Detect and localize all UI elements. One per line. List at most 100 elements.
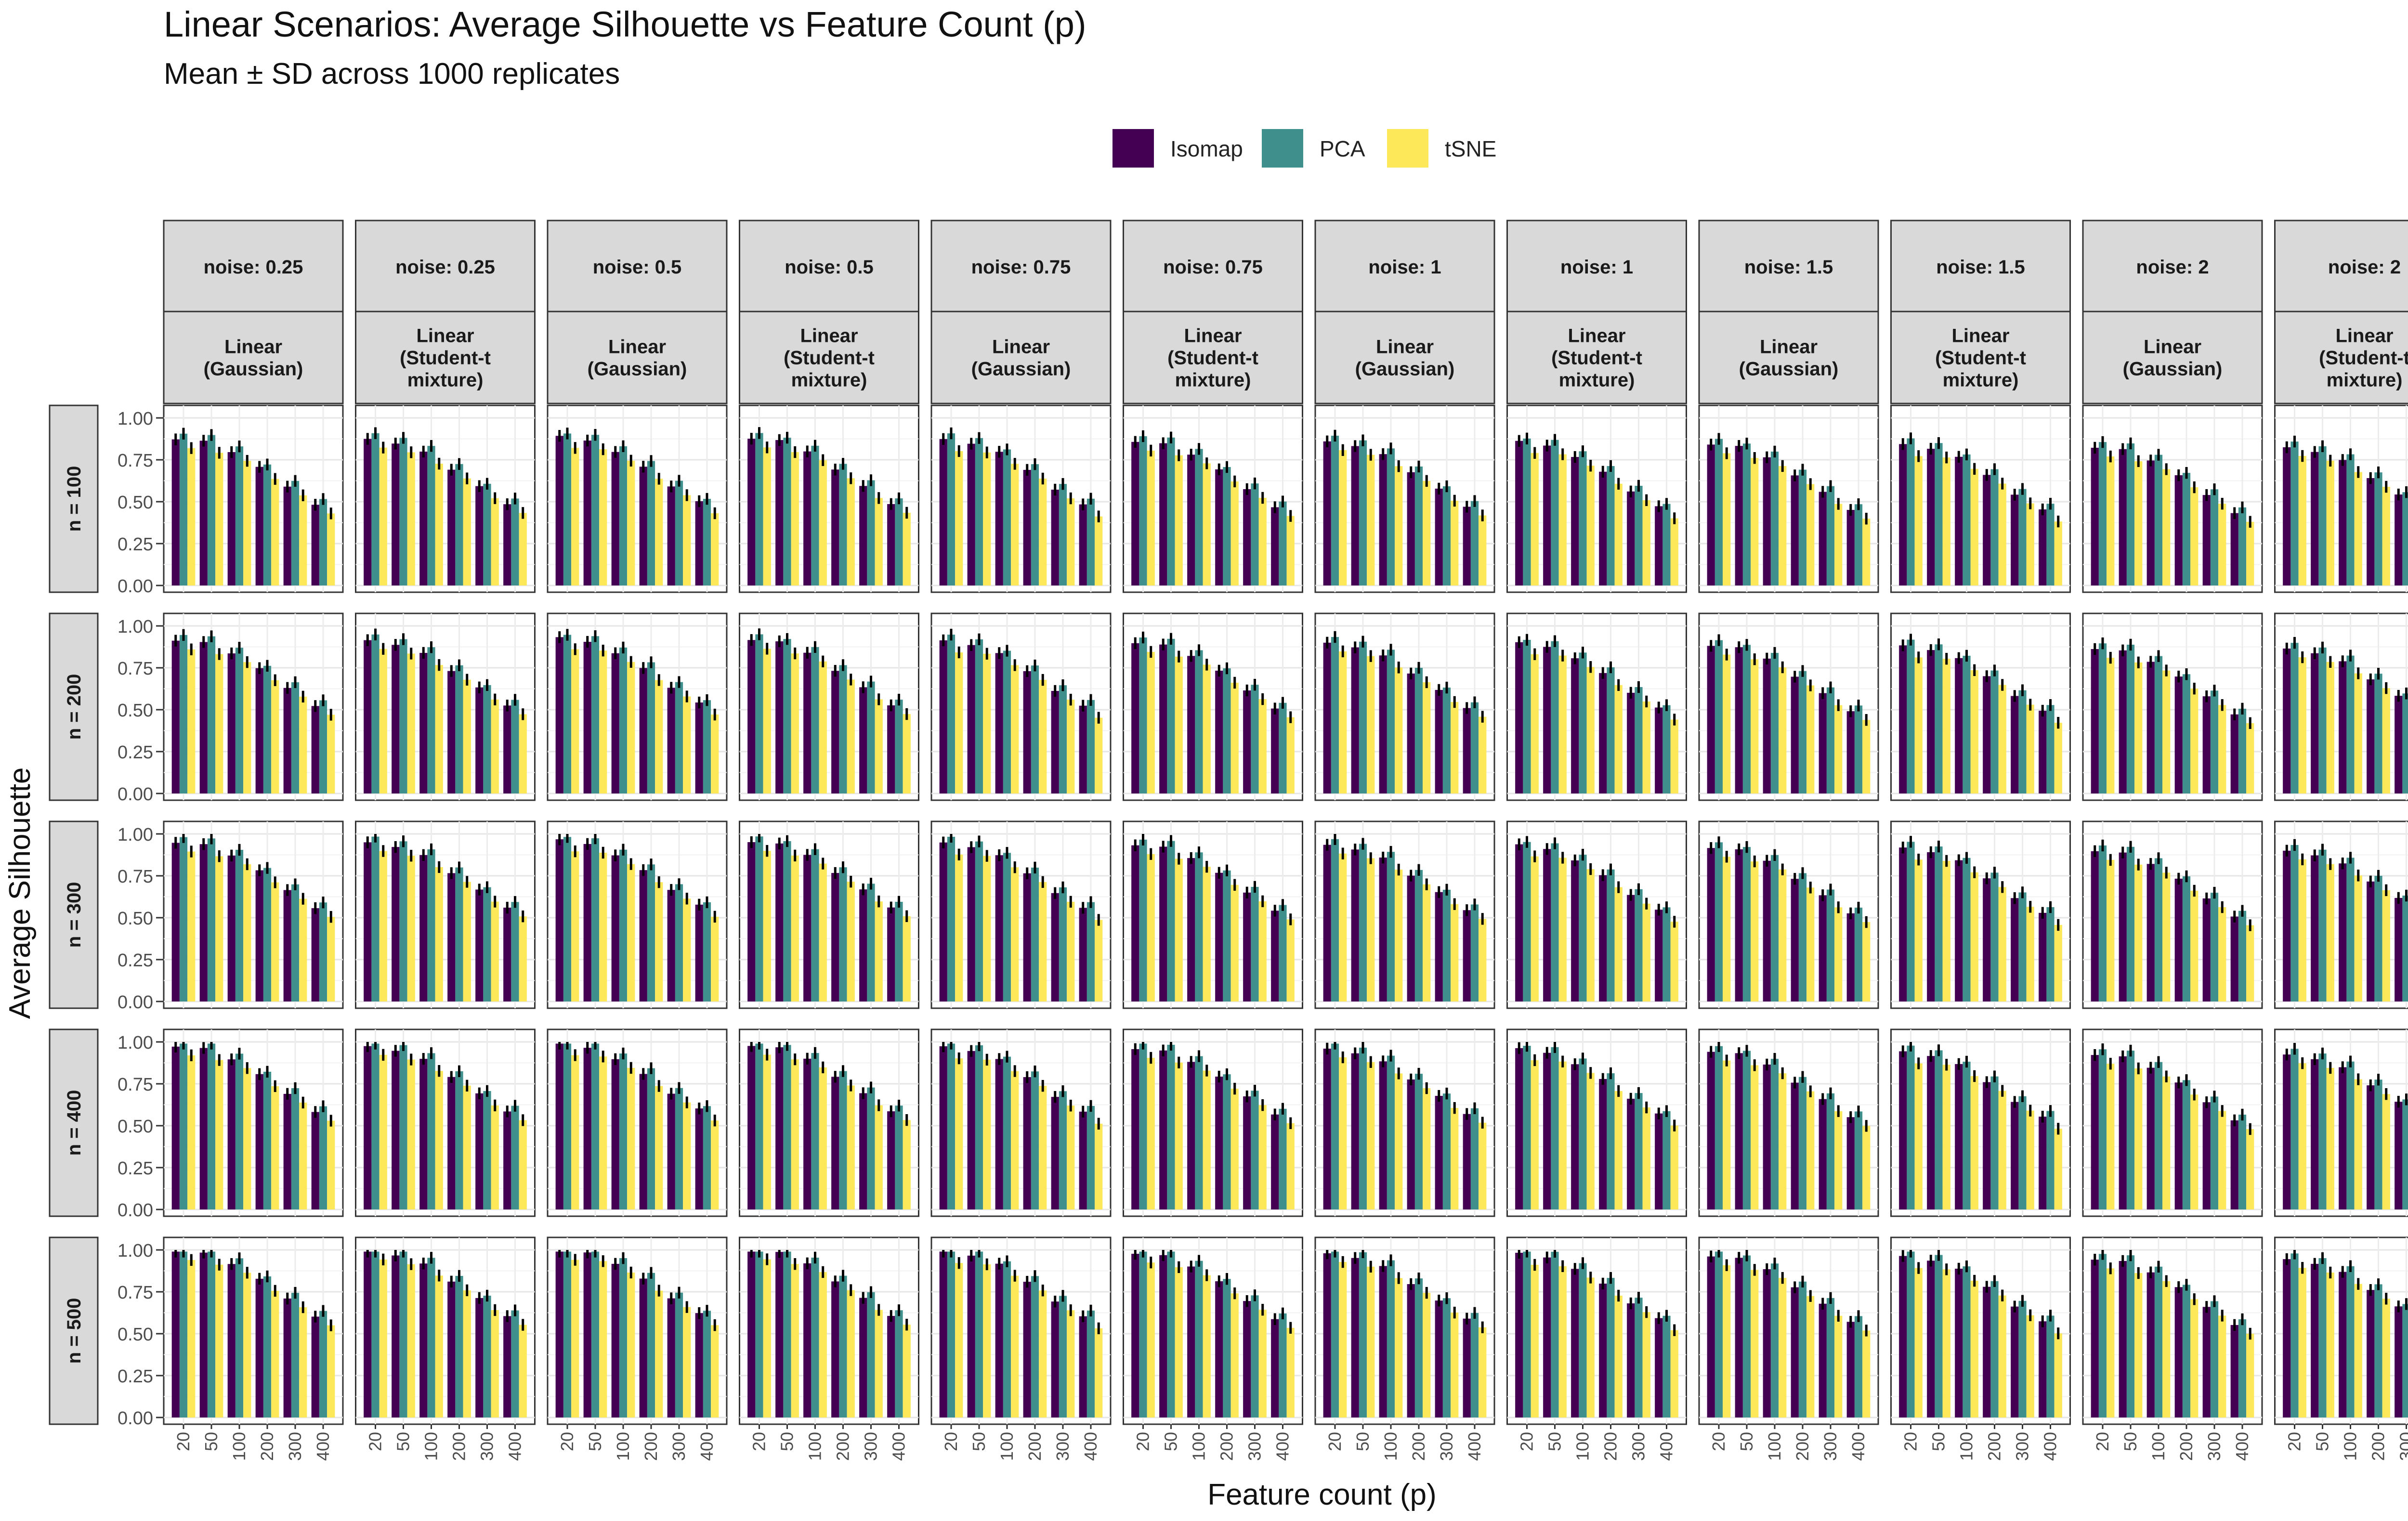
bar-pca: [675, 1292, 683, 1417]
bar-isomap: [364, 1251, 372, 1417]
bar-pca: [2126, 644, 2135, 793]
bar-pca: [563, 433, 572, 585]
bar-tsne: [1998, 483, 2006, 585]
bar-pca: [2318, 446, 2327, 585]
x-tick-label: 50: [1737, 1432, 1756, 1451]
bar-isomap: [2011, 494, 2019, 585]
bar-pca: [783, 639, 791, 793]
bar-isomap: [475, 1298, 484, 1417]
bar-pca: [1963, 1062, 1971, 1209]
bar-isomap: [1599, 1079, 1607, 1209]
bar-tsne: [955, 1058, 963, 1209]
bar-isomap: [583, 440, 591, 585]
bar-pca: [1798, 873, 1807, 1001]
bar-isomap: [503, 1111, 511, 1209]
bar-isomap: [803, 1263, 811, 1417]
x-tick-label: 300: [1629, 1432, 1649, 1461]
bar-tsne: [1642, 701, 1650, 793]
bar-isomap: [695, 904, 703, 1001]
bar-pca: [675, 481, 683, 585]
bar-isomap: [1131, 442, 1139, 585]
bar-tsne: [519, 916, 527, 1001]
bar-isomap: [392, 645, 400, 793]
bar-pca: [947, 836, 955, 1001]
bar-isomap: [2395, 494, 2403, 585]
bar-isomap: [1707, 848, 1715, 1001]
bar-pca: [1195, 852, 1203, 1001]
bar-pca: [1770, 1059, 1779, 1209]
bar-isomap: [995, 452, 1003, 585]
bar-tsne: [875, 1310, 883, 1417]
bar-pca: [179, 433, 188, 585]
bar-tsne: [1751, 861, 1759, 1001]
bar-tsne: [599, 852, 607, 1001]
bar-tsne: [1834, 1111, 1843, 1209]
bar-isomap: [747, 640, 756, 793]
bar-tsne: [2354, 673, 2362, 793]
bar-isomap: [1763, 1064, 1771, 1209]
bar-pca: [1714, 1251, 1723, 1417]
bar-isomap: [2091, 447, 2099, 585]
bar-isomap: [1379, 1266, 1387, 1417]
bar-pca: [319, 499, 327, 585]
bar-pca: [399, 1251, 407, 1417]
bar-isomap: [1899, 847, 1907, 1001]
bar-tsne: [187, 1260, 196, 1417]
bar-tsne: [1558, 858, 1567, 1001]
y-tick-label: 0.00: [118, 576, 153, 597]
bar-tsne: [955, 854, 963, 1001]
bar-isomap: [2395, 1306, 2403, 1417]
bar-pca: [2182, 876, 2191, 1001]
bar-pca: [619, 647, 628, 793]
bar-tsne: [2107, 1064, 2115, 1209]
bar-pca: [2402, 693, 2408, 793]
bar-pca: [1579, 855, 1587, 1001]
strip-noise-label: noise: 0.5: [785, 257, 874, 278]
x-tick-label: 100: [1381, 1432, 1400, 1461]
bar-pca: [2374, 674, 2382, 793]
bar-isomap: [1463, 507, 1471, 585]
y-tick-label: 1.00: [118, 1241, 153, 1261]
bar-isomap: [1983, 1287, 1991, 1417]
bar-pca: [2346, 1266, 2355, 1417]
panel: [547, 1028, 728, 1217]
panel: [163, 1028, 344, 1217]
bar-tsne: [1670, 1330, 1678, 1417]
bar-pca: [399, 841, 407, 1001]
strip-noise: [2274, 220, 2408, 312]
bar-pca: [1359, 1252, 1367, 1417]
bar-pca: [2126, 443, 2135, 585]
bar-isomap: [227, 1264, 236, 1417]
bar-tsne: [711, 916, 719, 1001]
bar-tsne: [1395, 1278, 1403, 1417]
bar-isomap: [392, 847, 400, 1001]
bar-tsne: [299, 1307, 307, 1417]
bar-tsne: [463, 478, 471, 585]
bar-pca: [1770, 451, 1779, 585]
bar-isomap: [1023, 1077, 1031, 1209]
bar-isomap: [199, 642, 208, 793]
bar-pca: [1635, 889, 1643, 1001]
bar-pca: [2318, 1053, 2327, 1209]
bar-tsne: [2134, 662, 2143, 793]
bar-tsne: [1395, 1073, 1403, 1209]
bar-isomap: [1407, 875, 1415, 1001]
bar-tsne: [271, 680, 279, 793]
bar-pca: [1907, 1045, 1915, 1209]
bar-tsne: [1806, 484, 1815, 585]
bar-isomap: [2230, 714, 2238, 793]
bar-tsne: [1395, 870, 1403, 1001]
bar-tsne: [1039, 1086, 1047, 1209]
bar-tsne: [819, 1272, 827, 1417]
strip-noise: [2082, 220, 2263, 312]
bar-pca: [1935, 1050, 1943, 1209]
bar-tsne: [1998, 1091, 2006, 1209]
bar-tsne: [1339, 450, 1347, 585]
bar-pca: [2046, 504, 2055, 585]
bar-pca: [1387, 1055, 1395, 1209]
bar-tsne: [2382, 1094, 2390, 1209]
bar-tsne: [1039, 1290, 1047, 1417]
strip-noise-label: noise: 1: [1368, 257, 1441, 278]
bar-isomap: [227, 452, 236, 585]
bar-isomap: [1543, 647, 1551, 793]
